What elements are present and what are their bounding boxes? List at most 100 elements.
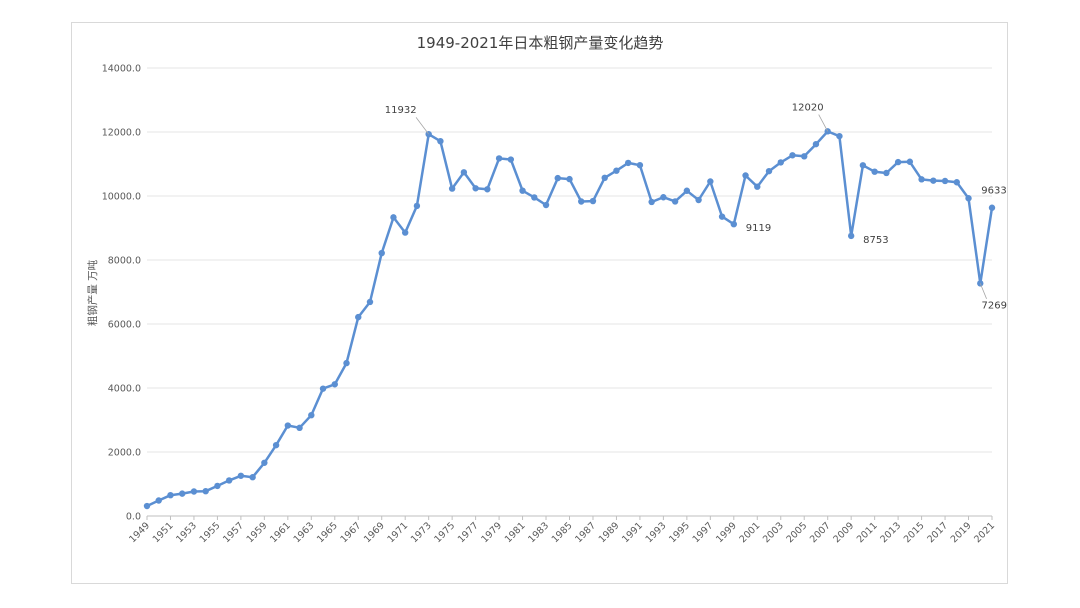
data-point [249, 474, 256, 481]
data-label: 9633 [981, 186, 1006, 197]
y-tick-label: 10000.0 [102, 192, 141, 203]
data-point [812, 140, 820, 148]
x-tick-label: 2003 [761, 520, 786, 545]
data-point [906, 158, 914, 165]
data-point [624, 159, 632, 167]
data-point [343, 359, 350, 367]
data-point [331, 381, 338, 388]
data-point [319, 385, 327, 392]
data-point [167, 492, 174, 499]
x-tick-label: 1997 [691, 520, 716, 545]
data-point [143, 502, 151, 510]
data-label: 8753 [863, 235, 888, 246]
x-tick-label: 1961 [268, 520, 293, 545]
data-point [871, 168, 878, 175]
x-tick-label: 1967 [338, 520, 363, 545]
x-tick-label: 1983 [526, 520, 551, 545]
data-point [542, 201, 550, 209]
data-point [789, 152, 796, 159]
x-tick-label: 2019 [949, 520, 974, 545]
x-tick-label: 2011 [855, 520, 880, 545]
label-leader-line [818, 114, 829, 132]
x-tick-label: 2007 [808, 520, 833, 545]
data-point [225, 477, 233, 484]
data-point [589, 197, 597, 205]
y-tick-label: 0.0 [126, 512, 141, 523]
y-tick-label: 12000.0 [102, 128, 141, 139]
data-point [495, 155, 503, 162]
x-tick-label: 2001 [738, 520, 763, 545]
x-axis-ticks: 1949195119531955195719591961196319651967… [127, 516, 997, 545]
x-tick-label: 1987 [573, 520, 598, 545]
data-label: 9119 [746, 223, 771, 234]
data-point [883, 169, 890, 177]
x-tick-label: 1995 [667, 520, 692, 545]
y-tick-label: 6000.0 [108, 320, 141, 331]
data-point [519, 187, 526, 194]
data-point [695, 196, 702, 204]
y-tick-label: 2000.0 [108, 448, 141, 459]
data-point [413, 202, 421, 210]
data-point [683, 187, 691, 194]
data-point [718, 213, 726, 220]
x-tick-label: 1973 [409, 520, 434, 545]
data-point [272, 441, 280, 449]
data-point [636, 161, 644, 169]
data-point [507, 156, 515, 163]
data-label: 7269 [982, 300, 1007, 311]
data-point [237, 472, 245, 479]
data-labels: 11932 12020 9119 8753 7269 9633 [385, 102, 1007, 311]
data-point [918, 176, 925, 183]
x-tick-label: 1971 [385, 520, 410, 545]
data-point [155, 497, 162, 504]
x-tick-label: 1963 [292, 520, 317, 545]
data-point [601, 174, 608, 182]
data-point [765, 167, 773, 175]
x-tick-label: 1979 [479, 520, 504, 545]
x-tick-label: 1949 [127, 520, 152, 545]
data-point [484, 186, 491, 193]
x-tick-label: 1993 [644, 520, 669, 545]
label-leader-line [979, 283, 987, 299]
data-point [988, 204, 996, 211]
x-tick-label: 1991 [620, 520, 645, 545]
data-point [566, 175, 573, 183]
data-point [437, 137, 444, 145]
x-tick-label: 1999 [714, 520, 739, 545]
data-point [308, 412, 315, 419]
y-tick-label: 14000.0 [102, 64, 141, 75]
data-point [648, 198, 655, 206]
data-point [742, 172, 749, 179]
data-point [261, 459, 268, 466]
line-chart: 1949-2021年日本粗钢产量变化趋势 粗钢产量 万吨 0.0 2000.0 40… [86, 34, 1007, 545]
data-point [777, 159, 784, 166]
data-point [977, 280, 984, 287]
data-point [401, 229, 409, 236]
data-point [671, 198, 679, 205]
gridlines [147, 67, 992, 517]
x-tick-label: 1959 [245, 520, 270, 545]
data-point [554, 174, 561, 182]
data-point [578, 198, 585, 205]
data-point [801, 153, 808, 160]
data-point [953, 179, 960, 186]
data-label: 12020 [792, 102, 824, 113]
x-tick-label: 1975 [432, 520, 457, 545]
data-point [836, 132, 843, 140]
data-point [390, 214, 397, 221]
y-tick-label: 4000.0 [108, 384, 141, 395]
data-point [296, 424, 303, 432]
series-line-group [143, 128, 996, 510]
chart-title: 1949-2021年日本粗钢产量变化趋势 [417, 34, 664, 52]
x-tick-label: 2013 [878, 520, 903, 545]
x-tick-label: 2009 [831, 520, 856, 545]
data-point [730, 220, 738, 228]
data-point [660, 194, 667, 201]
chart-frame: 1949-2021年日本粗钢产量变化趋势 粗钢产量 万吨 0.0 2000.0 40… [71, 22, 1008, 584]
series-line [146, 130, 994, 508]
data-point [613, 167, 620, 174]
x-tick-label: 2015 [902, 520, 927, 545]
data-point [894, 158, 902, 166]
x-tick-label: 1965 [315, 520, 340, 545]
data-point [707, 178, 714, 185]
